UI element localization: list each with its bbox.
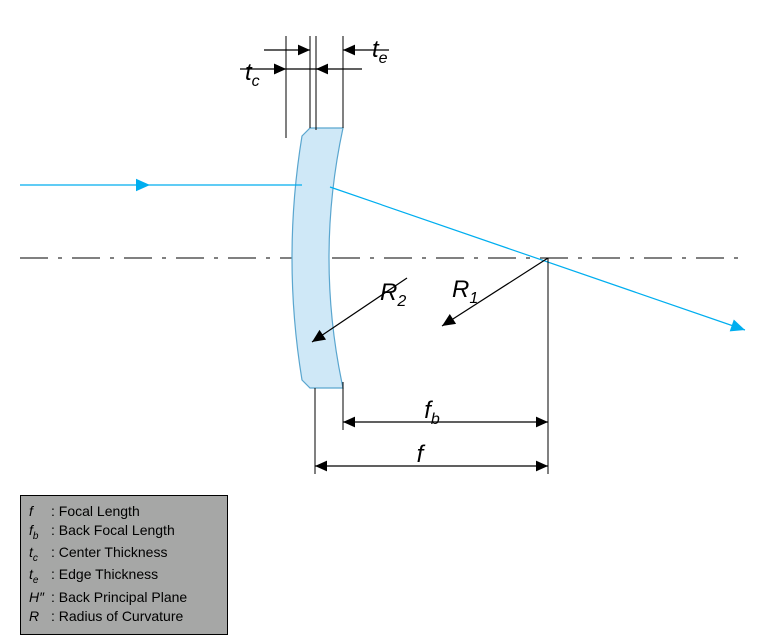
legend-symbol: H″ — [29, 588, 51, 607]
label-tc: tc — [245, 59, 260, 90]
legend-text: : Center Thickness — [51, 544, 167, 560]
legend-box: f: Focal Lengthfb: Back Focal Lengthtc: … — [20, 495, 228, 635]
legend-symbol: R — [29, 607, 51, 626]
legend-row: H″: Back Principal Plane — [29, 588, 219, 607]
legend-symbol: fb — [29, 521, 51, 543]
legend-row: tc: Center Thickness — [29, 543, 219, 565]
label-fb: fb — [424, 397, 440, 428]
legend-row: f: Focal Length — [29, 502, 219, 521]
legend-text: : Radius of Curvature — [51, 608, 183, 624]
label-f: f — [417, 441, 426, 468]
legend-symbol: f — [29, 502, 51, 521]
legend-text: : Edge Thickness — [51, 566, 158, 582]
label-r2: R2 — [380, 279, 406, 310]
legend-symbol: te — [29, 565, 51, 587]
label-te: te — [372, 36, 388, 67]
legend-row: fb: Back Focal Length — [29, 521, 219, 543]
label-r1: R1 — [452, 276, 478, 307]
legend-symbol: tc — [29, 543, 51, 565]
legend-text: : Back Principal Plane — [51, 589, 187, 605]
legend-row: te: Edge Thickness — [29, 565, 219, 587]
legend-text: : Back Focal Length — [51, 522, 175, 538]
legend-row: R: Radius of Curvature — [29, 607, 219, 626]
legend-text: : Focal Length — [51, 503, 140, 519]
